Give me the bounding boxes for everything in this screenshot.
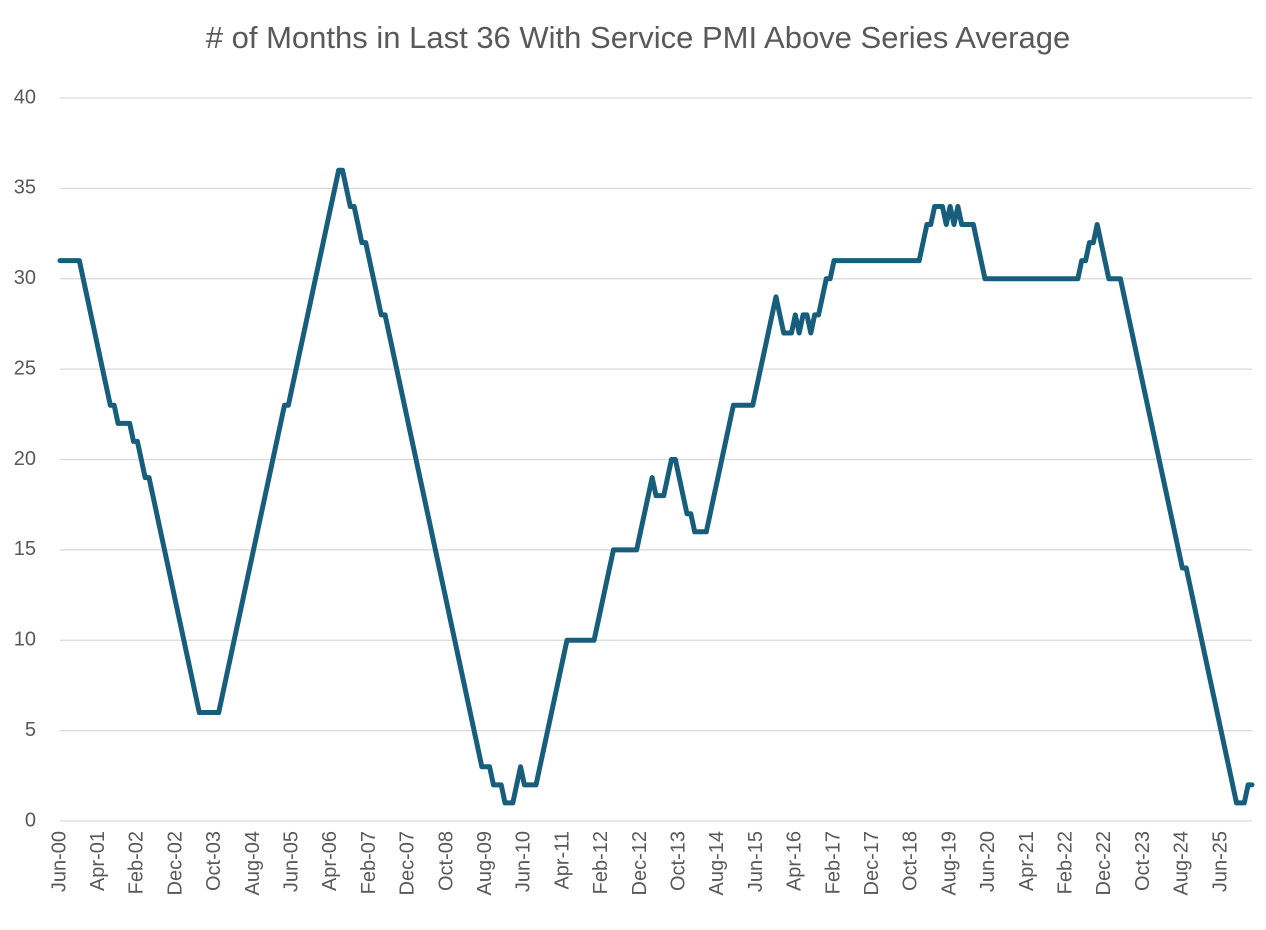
x-tick-label: Oct-08 xyxy=(435,831,457,891)
x-tick-label: Dec-07 xyxy=(397,831,419,895)
x-tick-label: Dec-12 xyxy=(629,831,651,895)
x-tick-label: Aug-24 xyxy=(1171,831,1193,896)
x-tick-label: Dec-02 xyxy=(164,831,186,895)
x-tick-label: Jun-05 xyxy=(280,831,302,892)
x-tick-label: Feb-07 xyxy=(358,831,380,894)
x-tick-label: Dec-22 xyxy=(1093,831,1115,895)
x-tick-label: Aug-19 xyxy=(938,831,960,896)
x-tick-label: Apr-06 xyxy=(319,831,341,891)
x-tick-label: Feb-17 xyxy=(822,831,844,894)
data-line xyxy=(57,167,1255,806)
y-tick-label: 10 xyxy=(14,629,36,651)
y-tick-label: 5 xyxy=(25,719,36,741)
x-tick-label: Feb-12 xyxy=(590,831,612,894)
x-tick-label: Jun-00 xyxy=(48,831,70,892)
x-tick-label: Aug-14 xyxy=(706,831,728,896)
y-tick-label: 40 xyxy=(14,86,36,108)
x-tick-label: Oct-23 xyxy=(1132,831,1154,891)
x-tick-label: Jun-20 xyxy=(977,831,999,892)
x-tick-label: Jun-10 xyxy=(513,831,535,892)
x-tick-label: Jun-15 xyxy=(745,831,767,892)
y-tick-label: 25 xyxy=(14,357,36,379)
x-tick-label: Apr-16 xyxy=(784,831,806,891)
y-tick-label: 35 xyxy=(14,177,36,199)
y-tick-label: 30 xyxy=(14,267,36,289)
y-tick-label: 0 xyxy=(25,809,36,831)
x-tick-label: Oct-18 xyxy=(900,831,922,891)
x-tick-label: Dec-17 xyxy=(861,831,883,895)
x-tick-label: Aug-04 xyxy=(242,831,264,896)
x-tick-label: Apr-21 xyxy=(1016,831,1038,891)
x-tick-label: Oct-03 xyxy=(203,831,225,891)
chart-title: # of Months in Last 36 With Service PMI … xyxy=(206,20,1070,55)
x-tick-label: Apr-01 xyxy=(87,831,109,891)
y-tick-label: 15 xyxy=(14,538,36,560)
x-tick-label: Feb-02 xyxy=(126,831,148,894)
y-tick-label: 20 xyxy=(14,448,36,470)
x-tick-label: Oct-13 xyxy=(668,831,690,891)
x-tick-label: Apr-11 xyxy=(551,831,573,890)
x-tick-label: Aug-09 xyxy=(474,831,496,896)
x-tick-label: Feb-22 xyxy=(1055,831,1077,894)
x-tick-label: Jun-25 xyxy=(1209,831,1231,892)
